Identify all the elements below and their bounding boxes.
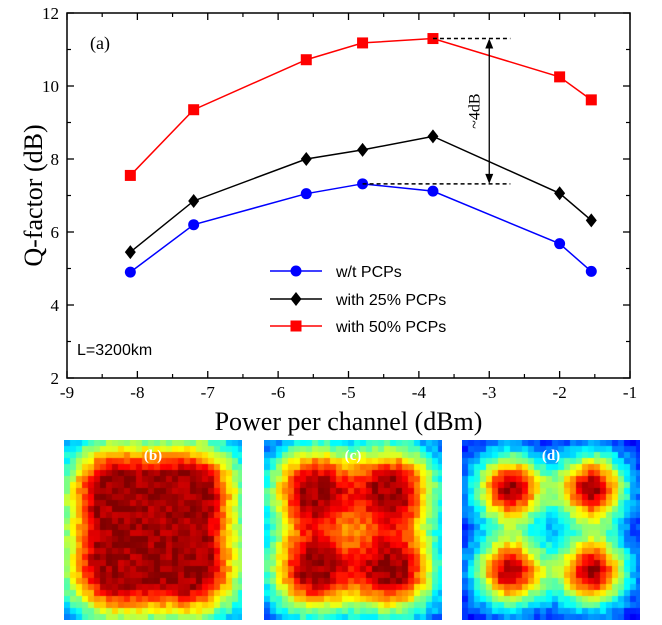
constellation-label-c: (c) xyxy=(344,448,362,464)
data-point-series-0 xyxy=(300,188,312,200)
constellation-image-c xyxy=(264,440,442,620)
data-point-series-1 xyxy=(124,245,136,260)
data-point-series-1 xyxy=(585,213,597,228)
y-tick-label: 10 xyxy=(42,77,59,96)
data-point-series-0 xyxy=(585,265,597,277)
x-tick-label: -7 xyxy=(201,383,216,402)
q-factor-chart: -9 -8 -7 -6 -5 -4 -3 -2 -1 2 4 6 8 10 12 Power per chan… xyxy=(19,4,637,436)
data-point-series-2 xyxy=(124,169,136,181)
y-tick-label: 12 xyxy=(42,4,59,23)
x-tick-label: -1 xyxy=(623,383,637,402)
x-tick-label: -4 xyxy=(412,383,427,402)
x-tick-label: -9 xyxy=(60,383,74,402)
x-tick-label: -8 xyxy=(130,383,144,402)
series-line-2 xyxy=(129,37,592,176)
data-point-series-1 xyxy=(427,129,439,144)
data-point-series-2 xyxy=(188,104,200,116)
legend-label-2: with 50% PCPs xyxy=(335,319,446,336)
constellation-image-b xyxy=(64,440,242,620)
data-point-series-0 xyxy=(427,185,439,197)
legend-label-0: w/t PCPs xyxy=(335,264,402,281)
constellation-panel-b: (b) xyxy=(64,440,242,620)
y-axis-label: Q-factor (dB) xyxy=(19,124,48,266)
x-tick-label: -6 xyxy=(271,383,285,402)
constellation-panel-c: (c) xyxy=(264,440,442,620)
gain-label: ~4dB xyxy=(466,94,483,129)
series-line-0 xyxy=(129,183,592,273)
legend-marker-2 xyxy=(290,320,302,332)
data-point-series-2 xyxy=(357,37,369,49)
x-axis-label: Power per channel (dBm) xyxy=(215,407,483,436)
data-point-series-0 xyxy=(188,219,200,231)
legend-marker-1 xyxy=(290,292,302,306)
constellation-label-d: (d) xyxy=(541,448,561,464)
data-point-series-2 xyxy=(554,71,566,83)
constellation-image-d xyxy=(462,440,640,620)
data-point-series-1 xyxy=(554,186,566,201)
data-point-series-0 xyxy=(124,266,136,278)
x-tick-label: -3 xyxy=(482,383,496,402)
data-point-series-1 xyxy=(300,152,312,166)
distance-label: L=3200km xyxy=(77,342,152,359)
legend-marker-0 xyxy=(290,265,302,277)
data-point-series-2 xyxy=(300,54,312,66)
y-tick-label: 4 xyxy=(51,296,60,315)
legend-label-1: with 25% PCPs xyxy=(335,292,446,309)
y-tick-label: 2 xyxy=(51,369,60,388)
gain-arrow-head-top xyxy=(485,38,494,49)
constellation-panel-d: (d) xyxy=(462,440,640,620)
data-point-series-1 xyxy=(357,142,369,157)
constellation-label-b: (b) xyxy=(143,448,163,464)
y-tick-label: 6 xyxy=(51,223,60,242)
gain-arrow-head-bottom xyxy=(485,173,494,184)
data-point-series-1 xyxy=(188,193,200,208)
data-point-series-0 xyxy=(554,238,566,250)
y-tick-label: 8 xyxy=(51,150,60,169)
panel-label-a: (a) xyxy=(90,33,110,54)
x-tick-label: -2 xyxy=(553,383,567,402)
plot-layer: -9 -8 -7 -6 -5 -4 -3 -2 -1 2 4 6 8 10 12 Power per chan… xyxy=(19,4,637,436)
data-point-series-2 xyxy=(585,94,597,106)
x-tick-label: -5 xyxy=(341,383,355,402)
